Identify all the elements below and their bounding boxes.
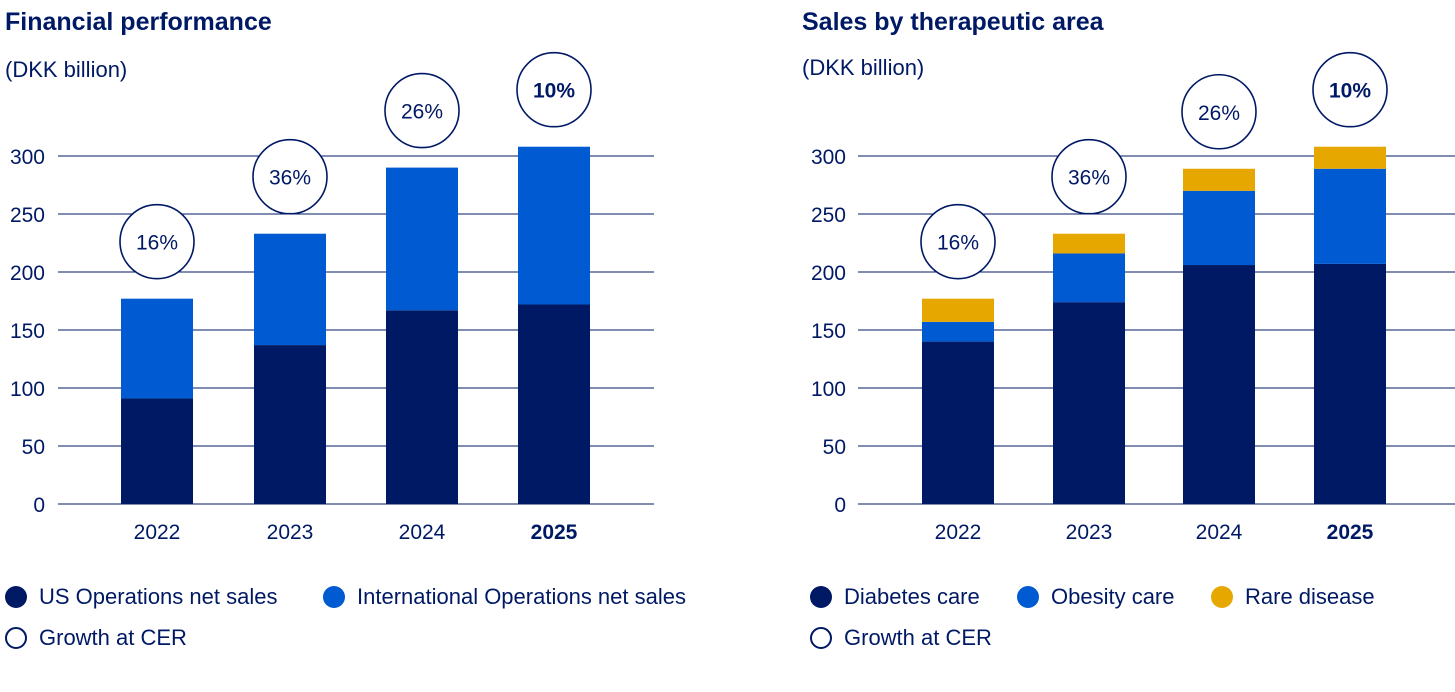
bar-intl-2023	[254, 233, 326, 346]
y-tick-label: 0	[33, 494, 45, 517]
chart-unit-label: (DKK billion)	[802, 55, 925, 80]
bar-diabetes-2023	[1053, 302, 1125, 504]
x-tick-label: 2023	[267, 521, 314, 544]
legend-item-us: US Operations net sales	[5, 584, 277, 610]
x-tick-label: 2022	[935, 521, 982, 544]
legend-label-growth: Growth at CER	[39, 625, 187, 650]
chart-title: Financial performance	[5, 8, 272, 36]
chart-title: Sales by therapeutic area	[802, 8, 1104, 36]
bar-us-2025	[518, 304, 590, 504]
y-tick-label: 200	[811, 262, 846, 285]
legend-item-obesity: Obesity care	[1017, 584, 1175, 610]
growth-circle	[119, 203, 195, 280]
legend-swatch-us	[5, 586, 27, 608]
growth-circle	[384, 72, 460, 149]
bar-diabetes-2022	[922, 341, 994, 504]
bar-obesity-2024	[1183, 190, 1255, 266]
financial-performance-chart: 0 50 100 150 200 250 300 2022 16% 2023 36% 2024 26% 2…	[10, 51, 654, 544]
bar-diabetes-2024	[1183, 265, 1255, 504]
growth-label: 36%	[269, 167, 311, 190]
x-tick-label: 2024	[399, 521, 446, 544]
legend-label-growth: Growth at CER	[844, 625, 992, 650]
legend-item-diabetes: Diabetes care	[810, 584, 980, 610]
bar-intl-2024	[386, 167, 458, 311]
bar-diabetes-2025	[1314, 263, 1386, 504]
y-tick-label: 50	[22, 436, 45, 459]
bar-us-2023	[254, 345, 326, 504]
bar-rare-2022	[922, 298, 994, 322]
legend-swatch-rare	[1211, 586, 1233, 608]
growth-label: 10%	[1329, 80, 1371, 103]
growth-circle	[516, 51, 592, 128]
legend-swatch-diabetes	[810, 586, 832, 608]
x-tick-label: 2025	[531, 521, 578, 544]
bar-us-2024	[386, 310, 458, 504]
bar-obesity-2023	[1053, 253, 1125, 303]
growth-label: 36%	[1068, 167, 1110, 190]
legend-item-growth: Growth at CER	[5, 625, 187, 651]
legend-swatch-growth	[810, 627, 832, 649]
legend-item-growth: Growth at CER	[810, 625, 992, 651]
y-tick-label: 250	[10, 204, 45, 227]
legend-swatch-international	[323, 586, 345, 608]
x-tick-label: 2024	[1196, 521, 1243, 544]
bar-us-2022	[121, 398, 193, 504]
y-tick-label: 50	[823, 436, 846, 459]
legend-label-rare: Rare disease	[1245, 584, 1375, 609]
y-tick-label: 300	[811, 146, 846, 169]
y-tick-label: 100	[811, 378, 846, 401]
growth-label: 16%	[136, 232, 178, 255]
y-tick-label: 300	[10, 146, 45, 169]
y-tick-label: 200	[10, 262, 45, 285]
chart-unit-label: (DKK billion)	[5, 57, 128, 82]
bar-rare-2023	[1053, 233, 1125, 254]
growth-circle	[1051, 138, 1127, 215]
x-tick-label: 2023	[1066, 521, 1113, 544]
growth-circle	[1312, 51, 1388, 128]
legend-swatch-growth	[5, 627, 27, 649]
growth-label: 10%	[533, 80, 575, 103]
growth-circle	[252, 138, 328, 215]
bar-rare-2025	[1314, 146, 1386, 169]
bar-intl-2022	[121, 298, 193, 399]
legend-swatch-obesity	[1017, 586, 1039, 608]
bar-intl-2025	[518, 146, 590, 305]
bar-obesity-2022	[922, 321, 994, 342]
growth-label: 26%	[1198, 102, 1240, 125]
legend-label-us: US Operations net sales	[39, 584, 278, 609]
y-tick-label: 150	[811, 320, 846, 343]
legend-item-rare: Rare disease	[1211, 584, 1375, 610]
y-tick-label: 250	[811, 204, 846, 227]
financial-performance-panel: Financial performance (DKK billion) 0 50 1…	[0, 0, 700, 692]
growth-label: 26%	[401, 101, 443, 124]
y-tick-label: 0	[834, 494, 846, 517]
legend-label-obesity: Obesity care	[1051, 584, 1175, 609]
y-tick-label: 150	[10, 320, 45, 343]
sales-by-therapeutic-area-panel: Sales by therapeutic area (DKK billion) …	[800, 0, 1455, 692]
bar-obesity-2025	[1314, 168, 1386, 264]
legend-label-international: International Operations net sales	[357, 584, 686, 609]
legend-item-international: International Operations net sales	[323, 584, 686, 610]
growth-circle	[1181, 73, 1257, 150]
y-tick-label: 100	[10, 378, 45, 401]
therapeutic-area-chart: 0 50 100 150 200 250 300 2022 16% 2023 36% 2024 26% 2…	[811, 51, 1455, 544]
growth-label: 16%	[937, 232, 979, 255]
x-tick-label: 2022	[134, 521, 181, 544]
bar-rare-2024	[1183, 168, 1255, 191]
x-tick-label: 2025	[1327, 521, 1374, 544]
legend-label-diabetes: Diabetes care	[844, 584, 980, 609]
growth-circle	[920, 203, 996, 280]
